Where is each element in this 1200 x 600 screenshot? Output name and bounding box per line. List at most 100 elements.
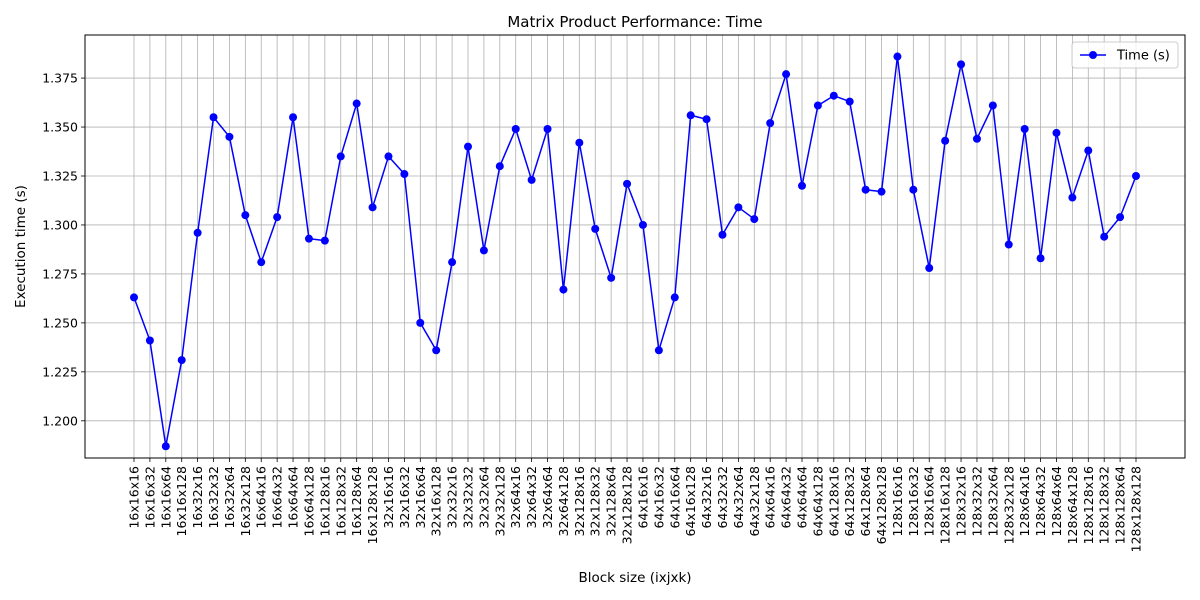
chart-title: Matrix Product Performance: Time	[507, 13, 762, 31]
data-point	[734, 203, 743, 212]
data-point	[479, 246, 488, 255]
y-grid	[85, 77, 1185, 422]
data-point	[320, 236, 329, 245]
y-tick-label: 1.300	[42, 217, 78, 232]
data-point	[591, 224, 600, 233]
x-tick-label: 64x16x32	[651, 466, 666, 529]
x-tick-label: 64x64x64	[795, 466, 810, 529]
x-tick-label: 16x32x16	[190, 466, 205, 529]
plot-frame	[84, 34, 1186, 459]
data-point	[909, 185, 918, 194]
x-tick-label: 128x64x128	[1065, 466, 1080, 544]
x-tick-label: 64x64x128	[810, 466, 825, 537]
x-tick-label: 32x128x64	[604, 466, 619, 537]
data-point	[798, 181, 806, 190]
data-point	[130, 293, 138, 302]
data-point	[845, 97, 854, 106]
x-tick-label: 32x64x32	[524, 466, 539, 529]
data-point	[304, 234, 313, 243]
y-ticks: 1.200 1.225 1.250 1.275 1.300 1.325 1.350 1.375	[42, 71, 85, 428]
data-point	[161, 442, 170, 451]
data-point	[1004, 240, 1013, 249]
data-point	[957, 60, 966, 69]
data-point	[782, 70, 791, 79]
x-tick-label: 16x32x64	[222, 466, 237, 529]
x-tick-label: 128x128x16	[1081, 466, 1096, 544]
series-line	[133, 55, 1137, 447]
x-tick-label: 32x64x128	[556, 466, 571, 537]
y-tick-label: 1.225	[42, 364, 78, 379]
data-point	[988, 101, 997, 110]
data-point	[829, 91, 838, 100]
x-tick-label: 128x16x64	[922, 466, 937, 537]
x-tick-label: 16x128x128	[365, 466, 380, 544]
data-point	[766, 119, 775, 128]
data-point	[241, 211, 250, 220]
data-point	[416, 318, 425, 327]
y-tick-label: 1.250	[42, 315, 78, 330]
data-point	[1020, 125, 1029, 133]
y-tick-label: 1.375	[42, 71, 78, 86]
data-point	[273, 213, 282, 222]
legend: Time (s)	[1071, 41, 1179, 69]
x-tick-label: 128x16x32	[906, 466, 921, 536]
data-point	[336, 152, 345, 161]
data-point	[1052, 128, 1061, 137]
x-tick-label: 16x16x64	[158, 466, 173, 529]
x-tick-label: 16x16x16	[127, 466, 142, 529]
data-point	[464, 142, 472, 151]
x-tick-label: 64x128x64	[858, 466, 873, 537]
x-tick-label: 128x16x16	[890, 466, 905, 537]
x-tick-label: 64x128x16	[826, 466, 841, 537]
x-tick-label: 64x32x16	[699, 466, 714, 529]
data-point	[654, 346, 663, 355]
x-tick-label: 128x128x128	[1129, 466, 1144, 552]
x-tick-label: 32x16x32	[397, 466, 412, 529]
data-point	[607, 273, 616, 282]
data-point	[559, 285, 568, 294]
data-point	[941, 136, 950, 145]
x-tick-label: 32x16x16	[381, 466, 396, 529]
x-tick-label: 64x16x128	[683, 466, 698, 537]
x-tick-label: 32x64x16	[508, 466, 523, 529]
data-point	[448, 258, 457, 267]
x-tick-label: 128x16x128	[938, 466, 953, 544]
x-tick-label: 64x128x32	[842, 466, 857, 536]
data-point	[432, 346, 441, 355]
data-point	[352, 99, 361, 108]
data-point	[400, 170, 409, 179]
data-point	[623, 179, 632, 188]
x-tick-label: 16x64x32	[270, 466, 285, 529]
x-tick-label: 64x128x128	[874, 466, 889, 544]
data-point	[495, 162, 504, 171]
x-tick-label: 16x32x32	[206, 466, 221, 529]
x-tick-label: 16x16x32	[142, 466, 157, 529]
legend-box	[1071, 41, 1179, 69]
x-tick-label: 32x64x64	[540, 466, 555, 529]
x-tick-label: 64x32x32	[715, 466, 730, 529]
x-tick-label: 32x32x128	[492, 466, 507, 537]
data-point	[209, 113, 218, 122]
x-grid	[133, 35, 1137, 458]
y-axis-label: Execution time (s)	[13, 185, 29, 308]
data-point	[368, 203, 377, 212]
data-point	[1116, 213, 1125, 222]
data-point	[925, 264, 934, 273]
x-tick-label: 16x64x16	[254, 466, 269, 529]
legend-marker-swatch	[1089, 51, 1097, 59]
data-point	[193, 228, 202, 237]
x-tick-label: 16x64x128	[301, 466, 316, 537]
x-tick-label: 16x32x128	[238, 466, 253, 537]
y-tick-label: 1.325	[42, 169, 78, 184]
data-point	[718, 230, 727, 239]
x-tick-label: 32x16x128	[429, 466, 444, 537]
x-tick-label: 32x32x16	[445, 466, 460, 529]
legend-label: Time (s)	[1116, 49, 1170, 64]
x-ticks: 16x16x16 16x16x32 16x16x64 16x16x128 16x32x1…	[127, 458, 1144, 552]
x-tick-label: 16x128x16	[317, 466, 332, 537]
x-tick-label: 16x64x64	[286, 466, 301, 529]
y-tick-label: 1.200	[42, 413, 78, 428]
x-tick-label: 32x128x128	[620, 466, 635, 544]
data-point	[1100, 232, 1109, 241]
